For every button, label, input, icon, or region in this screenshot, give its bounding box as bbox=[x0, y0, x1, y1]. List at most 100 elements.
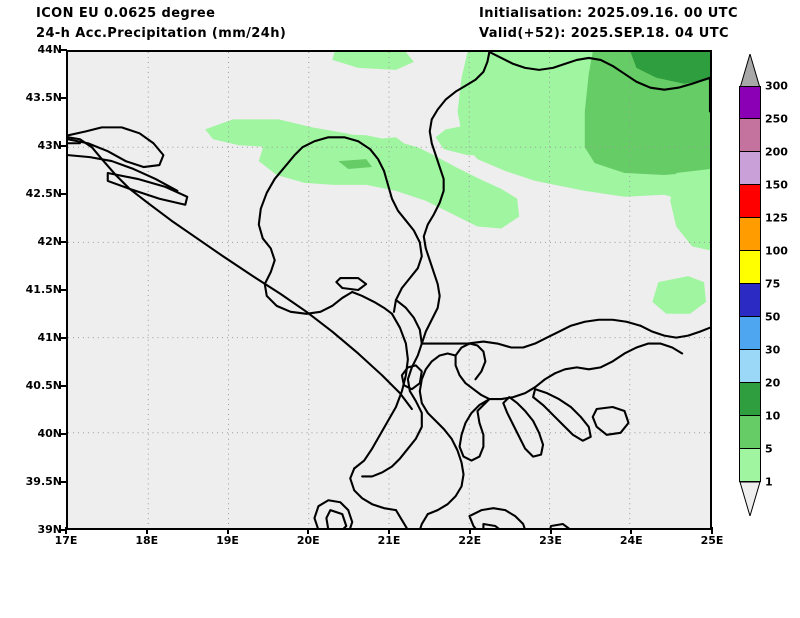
lat-tick-mark bbox=[60, 49, 67, 51]
lat-tick-mark bbox=[60, 193, 67, 195]
precip-area-vojvodina-1to5 bbox=[435, 123, 544, 156]
colorbar-tick-label: 5 bbox=[765, 442, 773, 456]
precipitation-map-panel[interactable] bbox=[66, 50, 712, 530]
coastline-italy bbox=[68, 136, 413, 411]
colorbar-tick-label: 20 bbox=[765, 376, 781, 390]
colorbar-tick-label: 125 bbox=[765, 211, 788, 225]
lat-tick-mark bbox=[60, 241, 67, 243]
colorbar-tick-label: 100 bbox=[765, 244, 788, 258]
header-valid-label: Valid(+52): 2025.SEP.18. 04 UTC bbox=[479, 26, 729, 41]
lon-tick-mark bbox=[630, 527, 633, 534]
border-bosnia-north bbox=[301, 136, 386, 173]
island-skiathos bbox=[549, 522, 570, 528]
colorbar-tick-label: 150 bbox=[765, 178, 788, 192]
lake-ohrid bbox=[400, 364, 423, 391]
colorbar-cell bbox=[739, 251, 761, 284]
lat-tick-label: 41.5N bbox=[25, 283, 62, 296]
map-coastlines-and-borders bbox=[68, 52, 710, 528]
colorbar-cell bbox=[739, 185, 761, 218]
border-danube bbox=[488, 52, 710, 91]
lon-tick-mark bbox=[145, 527, 148, 534]
coastline-greece-east bbox=[454, 342, 491, 401]
precipitation-shading bbox=[205, 52, 710, 314]
precip-area-se-1to5 bbox=[652, 276, 707, 314]
lon-tick-label: 23E bbox=[539, 534, 562, 547]
lat-tick-mark bbox=[60, 481, 67, 483]
colorbar-over-arrow bbox=[739, 54, 761, 88]
lat-tick-label: 39.5N bbox=[25, 475, 62, 488]
colorbar-cell bbox=[739, 152, 761, 185]
colorbar-tick-label: 50 bbox=[765, 310, 781, 324]
lat-tick-label: 39N bbox=[37, 523, 62, 536]
colorbar-tick-label: 200 bbox=[765, 145, 788, 159]
colorbar-tick-label: 1 bbox=[765, 475, 773, 489]
precip-area-top-1to5 bbox=[332, 52, 414, 70]
colorbar-cell bbox=[739, 284, 761, 317]
coastline-italy-inner bbox=[68, 154, 179, 192]
lon-tick-mark bbox=[711, 527, 713, 534]
precipitation-colorbar[interactable]: 1 5 10 20 30 50 75 100 125 150 200 250 300 bbox=[735, 50, 799, 532]
precip-area-coast-1to5 bbox=[670, 169, 710, 251]
colorbar-cell bbox=[739, 383, 761, 416]
precip-area-ne-10to20 bbox=[630, 52, 710, 84]
lat-tick-mark bbox=[60, 529, 67, 531]
lat-tick-mark bbox=[60, 337, 67, 339]
lat-tick-mark bbox=[60, 145, 67, 147]
lat-tick-label: 40.5N bbox=[25, 379, 62, 392]
lat-tick-label: 40N bbox=[37, 427, 62, 440]
coastline-greece-south bbox=[419, 513, 429, 528]
lat-tick-label: 43N bbox=[37, 139, 62, 152]
lat-tick-label: 44N bbox=[37, 43, 62, 56]
lat-tick-label: 41N bbox=[37, 331, 62, 344]
lon-tick-label: 24E bbox=[619, 534, 643, 547]
lon-tick-label: 21E bbox=[377, 534, 401, 547]
colorbar-under-arrow bbox=[739, 482, 761, 516]
coastline-chalkidiki-base bbox=[488, 372, 557, 401]
lat-tick-mark bbox=[60, 385, 67, 387]
lon-tick-mark bbox=[226, 527, 229, 534]
coastline-italy-spur bbox=[106, 171, 189, 206]
coastline-aegean-north bbox=[639, 324, 710, 339]
lon-tick-mark bbox=[549, 527, 552, 534]
header-field-label: 24-h Acc.Precipitation (mm/24h) bbox=[36, 26, 287, 41]
lon-tick-label: 25E bbox=[700, 534, 724, 547]
header-model-label: ICON EU 0.0625 degree bbox=[36, 6, 216, 21]
colorbar-tick-label: 300 bbox=[765, 79, 788, 93]
lat-tick-label: 42.5N bbox=[25, 187, 62, 200]
border-bosnia-east bbox=[382, 169, 423, 313]
lon-tick-mark bbox=[468, 527, 471, 534]
peninsula-athos bbox=[532, 388, 592, 442]
colorbar-cell bbox=[739, 317, 761, 350]
coastline-italy-gargano bbox=[68, 126, 165, 169]
island-corfu bbox=[313, 499, 354, 528]
lon-tick-mark bbox=[388, 527, 390, 534]
colorbar-cell bbox=[739, 218, 761, 251]
colorbar-tick-label: 250 bbox=[765, 112, 788, 126]
lon-tick-label: 20E bbox=[296, 534, 320, 547]
lon-tick-mark bbox=[307, 527, 310, 534]
coastline-greece-nw bbox=[349, 467, 398, 512]
lon-tick-mark bbox=[65, 527, 67, 534]
island-evia bbox=[468, 507, 526, 528]
lon-tick-label: 22E bbox=[458, 534, 482, 547]
colorbar-tick-label: 10 bbox=[765, 409, 781, 423]
colorbar-tick-label: 30 bbox=[765, 343, 781, 357]
header-initialisation-label: Initialisation: 2025.09.16. 00 UTC bbox=[479, 6, 738, 21]
map-canvas bbox=[68, 52, 710, 528]
colorbar-cell bbox=[739, 416, 761, 449]
colorbar-tick-label: 75 bbox=[765, 277, 781, 291]
peninsula-kassandra bbox=[458, 398, 491, 462]
lat-tick-mark bbox=[60, 97, 67, 99]
lat-tick-label: 43.5N bbox=[25, 91, 62, 104]
lon-tick-label: 17E bbox=[54, 534, 78, 547]
precip-area-sava-1to5 bbox=[258, 133, 520, 229]
coastline-thessaly bbox=[418, 352, 465, 516]
peninsula-sithonia bbox=[502, 396, 545, 458]
lat-tick-label: 42N bbox=[37, 235, 62, 248]
colorbar-cells bbox=[739, 86, 761, 482]
colorbar-cell bbox=[739, 350, 761, 383]
lat-tick-mark bbox=[60, 433, 67, 435]
colorbar-cell bbox=[739, 86, 761, 119]
coastline-albania bbox=[353, 312, 409, 470]
